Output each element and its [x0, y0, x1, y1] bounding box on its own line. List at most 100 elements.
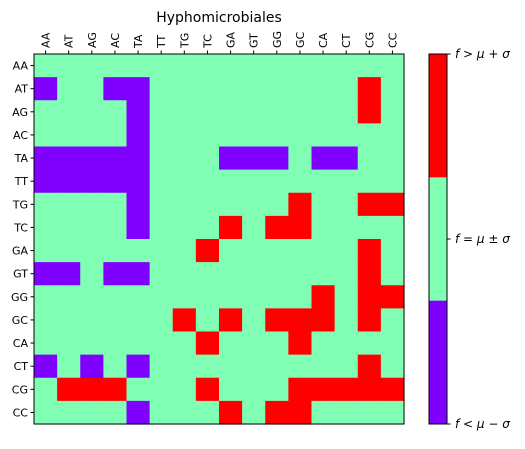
heatmap-cell	[334, 331, 359, 356]
heatmap-cell	[172, 354, 197, 379]
heatmap-cell	[334, 215, 359, 240]
heatmap-cells	[34, 54, 405, 425]
heatmap-cell	[265, 331, 289, 356]
heatmap-cell	[265, 354, 289, 379]
heatmap-cell	[334, 400, 359, 425]
heatmap-cell	[242, 308, 266, 333]
heatmap-cell	[126, 400, 151, 425]
heatmap-cell	[195, 377, 220, 402]
heatmap-cell	[172, 400, 197, 425]
heatmap-cell	[380, 331, 405, 356]
heatmap-cell	[334, 123, 359, 148]
heatmap-cell	[57, 54, 81, 78]
heatmap-cell	[380, 123, 405, 148]
heatmap-cell	[80, 215, 104, 240]
heatmap-cell	[242, 331, 266, 356]
heatmap-cell	[288, 331, 313, 356]
heatmap-cell	[149, 100, 174, 124]
heatmap-cell	[242, 192, 266, 217]
y-tick-label: AT	[15, 83, 29, 96]
heatmap-cell	[242, 262, 266, 286]
heatmap-cell	[357, 54, 382, 78]
heatmap-cell	[34, 146, 58, 171]
heatmap-cell	[219, 239, 243, 263]
heatmap-cell	[195, 100, 220, 124]
heatmap-cell	[311, 331, 336, 356]
heatmap-cell	[311, 239, 336, 263]
heatmap-cell	[80, 123, 104, 148]
heatmap-cell	[103, 100, 128, 124]
heatmap-cell	[126, 169, 151, 194]
heatmap-cell	[172, 100, 197, 124]
heatmap-cell	[149, 285, 174, 309]
heatmap-cell	[288, 215, 313, 240]
heatmap-cell	[288, 123, 313, 148]
heatmap-cell	[34, 354, 58, 379]
heatmap-cell	[219, 400, 243, 425]
heatmap-cell	[80, 100, 104, 124]
heatmap-cell	[357, 192, 382, 217]
heatmap-cell	[334, 354, 359, 379]
heatmap-cell	[242, 146, 266, 171]
heatmap-cell	[149, 215, 174, 240]
heatmap-cell	[34, 54, 58, 78]
colorbar-segment	[429, 300, 447, 425]
heatmap-cell	[149, 400, 174, 425]
heatmap-cell	[288, 100, 313, 124]
heatmap-cell	[288, 377, 313, 402]
heatmap-cell	[357, 215, 382, 240]
heatmap-cell	[195, 146, 220, 171]
x-tick-label: GA	[225, 31, 238, 48]
heatmap-cell	[357, 354, 382, 379]
heatmap-cell	[357, 400, 382, 425]
heatmap-cell	[311, 354, 336, 379]
x-tick-label: CG	[363, 32, 376, 48]
heatmap-cell	[357, 123, 382, 148]
heatmap-cell	[288, 239, 313, 263]
heatmap-cell	[195, 77, 220, 101]
y-tick-label: CC	[13, 406, 29, 419]
heatmap-cell	[219, 169, 243, 194]
heatmap-cell	[126, 100, 151, 124]
heatmap-cell	[195, 400, 220, 425]
heatmap-cell	[57, 192, 81, 217]
heatmap-cell	[288, 146, 313, 171]
heatmap-cell	[195, 192, 220, 217]
heatmap-cell	[149, 146, 174, 171]
heatmap-cell	[34, 285, 58, 309]
y-tick-label: AG	[12, 106, 28, 119]
x-tick-label: GG	[271, 31, 284, 48]
heatmap-cell	[219, 77, 243, 101]
heatmap-cell	[242, 77, 266, 101]
heatmap-cell	[126, 192, 151, 217]
heatmap-cell	[172, 54, 197, 78]
heatmap-cell	[57, 331, 81, 356]
heatmap-cell	[357, 146, 382, 171]
y-tick-label: AA	[13, 60, 29, 73]
heatmap-cell	[357, 285, 382, 309]
heatmap-cell	[265, 239, 289, 263]
heatmap-cell	[357, 239, 382, 263]
heatmap-cell	[57, 308, 81, 333]
heatmap-cell	[195, 331, 220, 356]
heatmap-cell	[380, 308, 405, 333]
x-tick-label: CA	[317, 32, 330, 48]
heatmap-cell	[265, 262, 289, 286]
heatmap-cell	[126, 308, 151, 333]
heatmap-cell	[265, 192, 289, 217]
heatmap-cell	[126, 285, 151, 309]
heatmap-cell	[357, 308, 382, 333]
heatmap-cell	[103, 146, 128, 171]
colorbar-segment	[429, 54, 447, 178]
heatmap-cell	[288, 400, 313, 425]
colorbar-segment	[429, 177, 447, 302]
heatmap-cell	[172, 146, 197, 171]
x-tick-label: AC	[109, 33, 122, 48]
chart-title: Hyphomicrobiales	[156, 10, 282, 26]
x-tick-label: CT	[340, 33, 353, 48]
heatmap-cell	[80, 377, 104, 402]
heatmap-cell	[34, 169, 58, 194]
heatmap-cell	[149, 77, 174, 101]
heatmap-cell	[219, 331, 243, 356]
